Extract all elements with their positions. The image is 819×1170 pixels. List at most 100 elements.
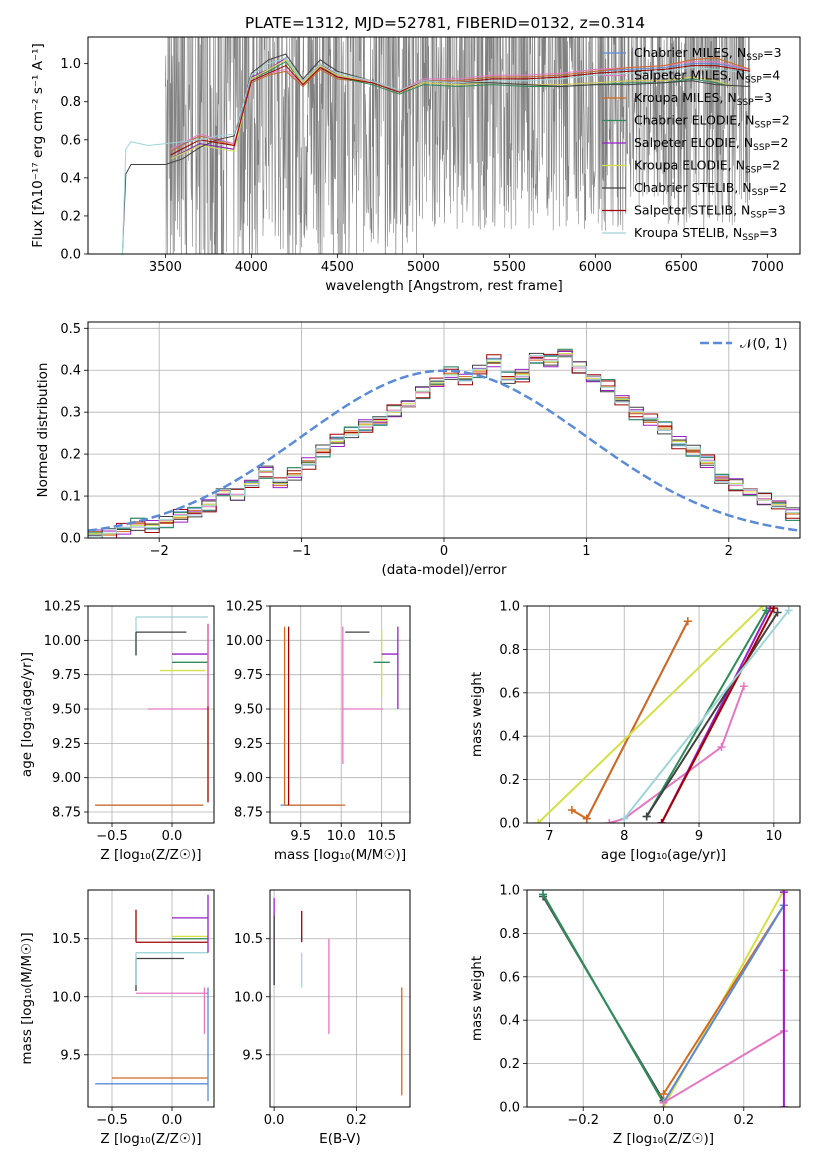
weight-line [662, 970, 785, 1104]
chart-panel-4: 9.5 10.0 10.5 8.75 9.00 9.25 9.50 9.75 10.00 10.2… [226, 600, 411, 863]
legend-text: Chabrier MILES, N [634, 45, 746, 60]
y-tick-label: 0.2 [60, 448, 81, 463]
y-tick-label: 0.4 [60, 364, 81, 379]
y-tick-label: 9.25 [52, 737, 81, 752]
y-axis-label: Flux [fλ10⁻¹⁷ erg cm⁻² s⁻¹ A⁻¹] [30, 43, 46, 248]
weight-marker [773, 608, 782, 617]
weight-line [542, 893, 665, 1104]
axes-frame [269, 605, 411, 824]
weight-line [623, 609, 790, 820]
weight-marker [769, 606, 778, 613]
axes-frame [87, 605, 215, 824]
legend-text-end: =3 [754, 90, 772, 105]
x-tick-label: 7 [545, 829, 553, 844]
y-tick-label: 8.75 [52, 806, 81, 821]
y-tick-label: 10.0 [52, 990, 81, 1005]
legend-entry: Salpeter MILES, NSSP=4 [634, 68, 780, 86]
y-tick-label: 9.75 [234, 668, 263, 683]
x-tick-label: 3500 [149, 260, 182, 275]
x-tick-label: −0.5 [96, 829, 128, 844]
x-tick-label: 8 [620, 829, 628, 844]
y-tick-label: 1.0 [60, 57, 81, 72]
plot-area [539, 890, 788, 1107]
weight-line [645, 611, 779, 818]
y-tick-label: 0.4 [60, 171, 81, 186]
axes-frame [87, 889, 215, 1108]
x-axis-label: age [log₁₀(age/yr)] [601, 847, 726, 863]
legend-text-end: =3 [767, 203, 785, 218]
plot-area [95, 894, 209, 1102]
errorbar-point [135, 631, 187, 656]
chart-title: PLATE=1312, MJD=52781, FIBERID=0132, z=0… [245, 14, 645, 32]
y-tick-label: 10.0 [234, 990, 263, 1005]
legend-entry: Kroupa MILES, NSSP=3 [634, 90, 772, 108]
weight-marker [762, 606, 771, 615]
y-tick-label: 9.00 [52, 771, 81, 786]
y-tick-label: 9.25 [234, 737, 263, 752]
x-tick-label: 10.5 [367, 829, 396, 844]
y-tick-label: 0.5 [60, 322, 81, 337]
weight-marker [534, 819, 543, 823]
weight-marker [657, 819, 666, 823]
x-tick-label: 6000 [579, 260, 612, 275]
legend-text-end: =4 [762, 68, 780, 83]
y-tick-label: 10.25 [226, 600, 263, 615]
weight-marker [739, 682, 748, 691]
y-tick-label: 0.8 [499, 643, 520, 658]
legend-entry: Kroupa STELIB, NSSP=3 [634, 225, 778, 243]
y-tick-label: 9.50 [52, 703, 81, 718]
weight-line [537, 606, 764, 823]
x-tick-label: 10.0 [327, 829, 356, 844]
weight-marker [683, 617, 692, 626]
weight-line [662, 904, 785, 1104]
y-tick-label: 1.0 [499, 884, 520, 899]
residual-histogram [88, 355, 800, 537]
y-tick-label: 1.0 [499, 600, 520, 615]
weight-marker [779, 890, 788, 897]
x-axis-label: Z [log₁₀(Z/Z☉)] [613, 1131, 714, 1147]
y-tick-label: 9.00 [234, 771, 263, 786]
plot-area [121, 37, 751, 254]
gaussian-curve [88, 369, 800, 532]
weight-line [571, 620, 689, 821]
y-axis-label: mass [log₁₀(M/M☉)] [19, 932, 35, 1064]
y-axis-label: Normed distribution [35, 363, 51, 498]
weight-marker [758, 606, 767, 610]
legend-entry: 𝒩(0, 1) [740, 337, 787, 352]
errorbar-point [283, 626, 346, 806]
y-tick-label: 8.75 [234, 806, 263, 821]
chart-panel-8: −0.2 0.0 0.2 0.0 0.2 0.4 0.6 0.8 1.0 Z [log₁₀(Z/Z… [469, 884, 801, 1147]
weight-marker [659, 1089, 668, 1098]
y-tick-label: 0.2 [499, 1057, 520, 1072]
x-tick-label: −0.5 [96, 1113, 128, 1128]
x-axis-label: (data-model)/error [381, 562, 507, 578]
y-tick-label: 0.6 [60, 133, 81, 148]
legend-text: Kroupa STELIB, N [634, 225, 742, 240]
legend-text-end: =3 [763, 45, 781, 60]
plot-area [280, 626, 399, 806]
model-spectrum-line [170, 59, 734, 160]
residual-histogram [88, 353, 800, 535]
chart-panel-5: 7 8 9 10 0.0 0.2 0.4 0.6 0.8 1.0 age [log₁₀(age/yr… [469, 600, 801, 863]
legend-text: Kroupa ELODIE, N [634, 158, 745, 173]
errorbar-point [135, 909, 208, 943]
y-axis-label: mass weight [469, 956, 485, 1041]
x-axis-label: Z [log₁₀(Z/Z☉)] [100, 1131, 201, 1147]
weight-marker [620, 814, 629, 823]
weight-marker [642, 812, 651, 821]
errorbar-point [342, 626, 384, 764]
weight-line [609, 685, 745, 823]
model-spectrum-line [170, 61, 734, 160]
legend-entry: Salpeter ELODIE, NSSP=2 [634, 135, 788, 153]
legend-subscript: SSP [752, 188, 769, 198]
legend-text: Salpeter ELODIE, N [634, 135, 753, 150]
axes-frame [269, 889, 411, 1108]
legend-text: Chabrier STELIB, N [634, 180, 752, 195]
y-tick-label: 9.5 [242, 1048, 263, 1063]
weight-marker [779, 1103, 788, 1107]
y-tick-label: 0.8 [499, 927, 520, 942]
legend-text-end: =3 [759, 225, 777, 240]
x-tick-label: 0.0 [264, 1113, 285, 1128]
x-axis-label: wavelength [Angstrom, rest frame] [325, 278, 563, 294]
